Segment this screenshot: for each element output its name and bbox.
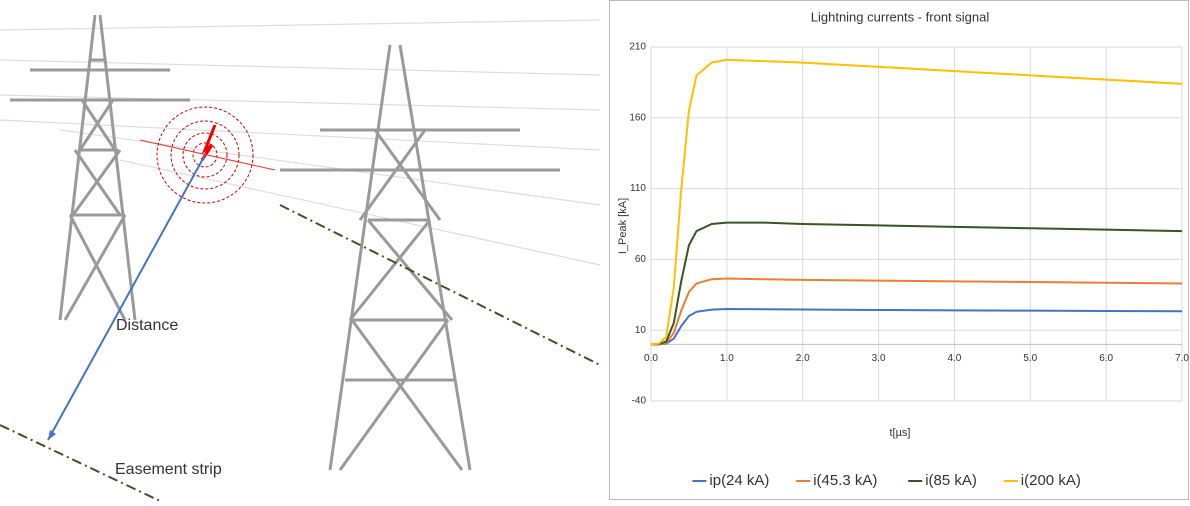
easement-label: Easement strip <box>115 461 222 478</box>
y-tick-label: 210 <box>629 42 646 53</box>
x-axis-label: t[µs] <box>889 427 910 439</box>
y-tick-label: 60 <box>635 254 647 265</box>
y-tick-label: 10 <box>635 325 647 336</box>
x-tick-label: 2.0 <box>796 353 810 364</box>
legend-label: i(85 kA) <box>925 472 977 489</box>
y-tick-label: 110 <box>630 183 646 194</box>
legend-label: ip(24 kA) <box>709 472 769 489</box>
distance-label: Distance <box>116 317 178 334</box>
chart: Lightning currents - front signal t[µs] … <box>610 1 1190 500</box>
legend-label: i(45.3 kA) <box>813 472 877 489</box>
x-tick-label: 0.0 <box>644 353 658 364</box>
legend-label: i(200 kA) <box>1021 472 1081 489</box>
x-tick-label: 4.0 <box>947 353 961 364</box>
x-tick-label: 5.0 <box>1023 353 1037 364</box>
x-tick-label: 3.0 <box>872 353 886 364</box>
x-tick-label: 7.0 <box>1175 353 1189 364</box>
illustration: Distance Easement strip <box>0 15 600 501</box>
y-axis-label: I_Peak [kA] <box>617 198 629 254</box>
y-tick-label: -40 <box>632 396 647 407</box>
y-tick-label: 160 <box>629 112 646 123</box>
x-tick-label: 6.0 <box>1099 353 1113 364</box>
x-tick-label: 1.0 <box>720 353 734 364</box>
chart-title: Lightning currents - front signal <box>811 9 990 24</box>
figure: Distance Easement strip Lightning curren… <box>0 0 1190 501</box>
